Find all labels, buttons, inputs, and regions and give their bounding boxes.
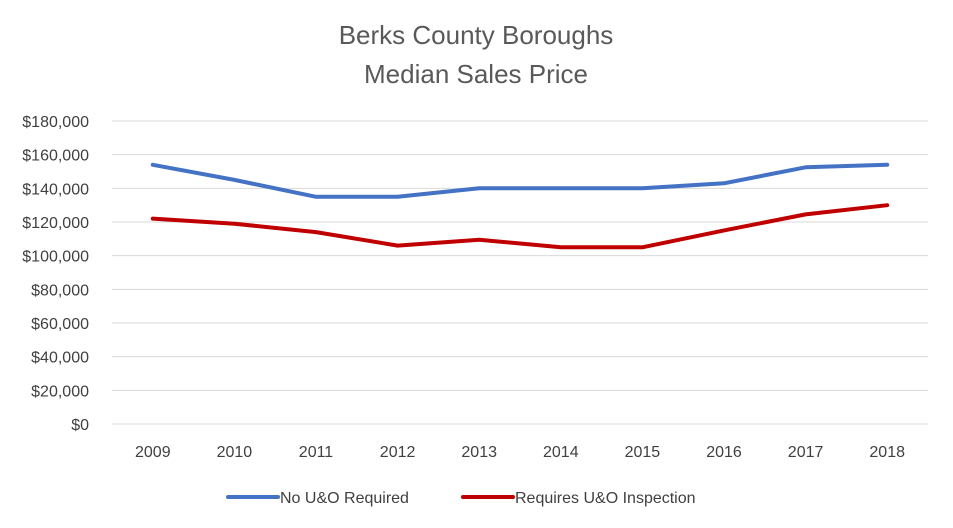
- legend-label: No U&O Required: [280, 490, 409, 507]
- y-tick-label: $60,000: [31, 316, 89, 333]
- series-line-1: [150, 162, 890, 199]
- x-tick-label: 2014: [543, 444, 579, 461]
- y-tick-label: $0: [71, 417, 89, 434]
- y-tick-label: $80,000: [31, 282, 89, 299]
- y-tick-label: $180,000: [22, 114, 89, 131]
- chart-title: Berks County Boroughs Median Sales Price: [339, 20, 614, 89]
- y-tick-label: $140,000: [22, 181, 89, 198]
- chart-title-line-2: Median Sales Price: [364, 59, 588, 89]
- legend: No U&O Required Requires U&O Inspection: [226, 490, 696, 507]
- x-tick-label: 2016: [706, 444, 742, 461]
- legend-label: Requires U&O Inspection: [515, 490, 696, 507]
- x-axis: 2009 2010 2011 2012 2013 2014 2015 2016 2017 2018: [135, 444, 905, 461]
- gridlines: [112, 120, 928, 425]
- x-tick-label: 2011: [299, 444, 334, 461]
- series-lines: [150, 162, 890, 250]
- x-tick-label: 2010: [217, 444, 253, 461]
- y-tick-label: $160,000: [22, 148, 89, 165]
- x-tick-label: 2017: [788, 444, 824, 461]
- series-line-2: [150, 203, 890, 250]
- y-axis: $0 $20,000 $40,000 $60,000 $80,000 $100,000 $1…: [22, 114, 89, 434]
- x-tick-label: 2012: [380, 444, 416, 461]
- y-tick-label: $40,000: [31, 350, 89, 367]
- y-tick-label: $20,000: [31, 383, 89, 400]
- y-tick-label: $120,000: [22, 215, 89, 232]
- y-tick-label: $100,000: [22, 249, 89, 266]
- chart-title-line-1: Berks County Boroughs: [339, 20, 614, 50]
- x-tick-label: 2009: [135, 444, 171, 461]
- x-tick-label: 2013: [461, 444, 497, 461]
- x-tick-label: 2018: [869, 444, 905, 461]
- x-tick-label: 2015: [625, 444, 661, 461]
